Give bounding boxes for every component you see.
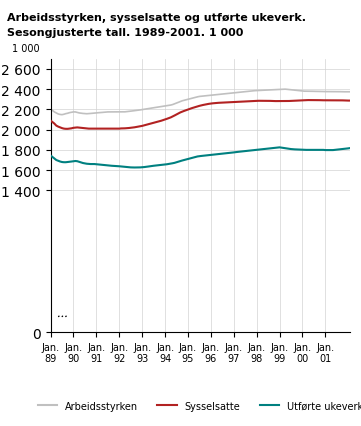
Text: Sesongjusterte tall. 1989-2001. 1 000: Sesongjusterte tall. 1989-2001. 1 000 [7,28,244,37]
Text: 1 000: 1 000 [12,44,39,54]
Text: Arbeidsstyrken, sysselsatte og utførte ukeverk.: Arbeidsstyrken, sysselsatte og utførte u… [7,13,306,23]
Legend: Arbeidsstyrken, Sysselsatte, Utførte ukeverk: Arbeidsstyrken, Sysselsatte, Utførte uke… [34,397,361,414]
